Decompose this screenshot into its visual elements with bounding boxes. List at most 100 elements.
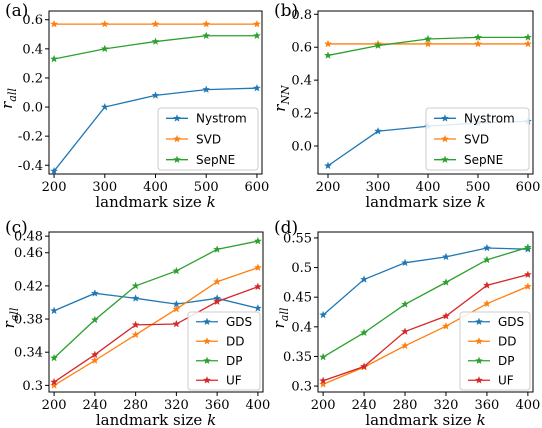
legend-marker — [173, 155, 181, 164]
data-point-uf — [523, 270, 532, 279]
legend-label: GDS — [226, 315, 252, 329]
legend-label: Nystrom — [196, 112, 247, 126]
data-point-dp — [131, 281, 140, 290]
y-tick-label: 0.4 — [291, 320, 312, 335]
y-tick-label: 0.55 — [283, 231, 312, 246]
data-point-nystrom — [202, 85, 211, 93]
data-point-uf — [442, 311, 450, 320]
legend-marker — [441, 155, 449, 164]
data-point-uf — [213, 297, 222, 306]
y-tick-label: 0.0 — [291, 140, 312, 155]
legend-label: SVD — [464, 132, 489, 146]
y-tick-label: 0.0 — [22, 101, 43, 116]
y-tick-label: 0.4 — [22, 42, 43, 57]
legend-label: Nystrom — [464, 112, 515, 126]
y-tick-label: 0.5 — [291, 261, 312, 276]
legend-label: DP — [226, 354, 242, 368]
panel-label: (a) — [5, 1, 28, 21]
legend-box — [459, 311, 531, 391]
x-tick-label: 400 — [245, 398, 270, 413]
chart-panel-3: 200 240 280 320 360 400 0.3 0.34 0.38 0.42 0.460.4… — [0, 218, 270, 428]
data-point-gds — [50, 306, 59, 315]
x-tick-label: 200 — [42, 398, 67, 413]
legend-marker — [203, 376, 211, 384]
legend-marker — [203, 356, 211, 365]
data-point-uf — [401, 327, 409, 335]
legend-marker — [475, 317, 483, 326]
data-point-uf — [319, 376, 328, 385]
legend-label: SVD — [196, 132, 221, 146]
y-axis-label: rall — [270, 307, 291, 328]
x-tick-label: 280 — [393, 398, 418, 413]
data-point-uf — [360, 362, 369, 370]
series-line-dp — [322, 246, 529, 358]
panel-label: (d) — [274, 218, 298, 238]
data-point-dp — [482, 255, 491, 264]
series-line-uf — [322, 274, 529, 382]
legend-marker — [203, 317, 211, 326]
data-point-svd — [474, 39, 482, 48]
x-tick-label: 500 — [194, 180, 219, 195]
data-point-svd — [252, 19, 261, 28]
x-tick-label: 320 — [434, 398, 459, 413]
legend-label: UF — [498, 374, 514, 388]
legend-box — [425, 107, 530, 171]
y-axis-label: rall — [0, 307, 21, 328]
y-tick-label: 0.6 — [22, 13, 43, 28]
y-tick-label: -0.2 — [18, 130, 43, 145]
panel-label: (c) — [5, 218, 28, 238]
x-tick-label: 400 — [515, 398, 540, 413]
x-tick-label: 240 — [82, 398, 107, 413]
y-tick-label: 0.46 — [14, 246, 43, 261]
data-point-gds — [319, 310, 328, 319]
x-axis-label: landmark size k — [96, 411, 216, 428]
data-point-svd — [50, 19, 59, 28]
y-tick-label: 0.6 — [291, 41, 312, 56]
data-point-sepne — [151, 37, 160, 45]
legend-marker — [475, 356, 483, 365]
data-point-dd — [253, 263, 262, 272]
data-point-dd — [401, 341, 409, 350]
legend-marker — [203, 337, 211, 345]
plot-frame — [317, 10, 534, 175]
data-point-dp — [441, 278, 450, 286]
y-tick-label: 0.48 — [14, 230, 43, 245]
legend-label: DD — [498, 335, 516, 349]
x-tick-label: 400 — [143, 180, 168, 195]
y-tick-label: 0.45 — [283, 291, 312, 306]
y-tick-label: 0.38 — [14, 313, 43, 328]
data-point-uf — [131, 320, 140, 329]
x-tick-label: 600 — [245, 180, 270, 195]
y-tick-label: 0.2 — [291, 107, 312, 122]
legend-label: UF — [226, 374, 242, 388]
data-point-sepne — [252, 31, 261, 40]
data-point-gds — [441, 252, 450, 261]
data-point-uf — [172, 319, 181, 328]
data-point-gds — [90, 289, 99, 297]
x-tick-label: 500 — [466, 180, 491, 195]
data-point-svd — [202, 19, 211, 28]
data-point-sepne — [324, 51, 332, 59]
legend-label: GDS — [498, 315, 524, 329]
series-line-dd — [53, 267, 259, 386]
data-point-uf — [253, 282, 262, 291]
data-point-dp — [360, 328, 369, 337]
data-point-dd — [50, 381, 59, 389]
legend: GDS DD DP UF — [187, 311, 261, 391]
data-point-dd — [442, 322, 450, 330]
series-line-dd — [322, 285, 529, 385]
legend-marker — [441, 114, 449, 122]
legend-box — [187, 311, 261, 391]
series-line-gds — [53, 292, 259, 312]
x-tick-label: 280 — [123, 398, 148, 413]
legend-label: DP — [498, 354, 514, 368]
y-tick-label: 0.3 — [22, 379, 43, 394]
legend-label: SepNE — [196, 153, 235, 167]
chart-panel-1: 200 300 400 500 600 -0.4 -0.2 0.0 0.2 0.4 0.6(a) la… — [0, 1, 269, 211]
legend: Nystrom SVD SepNE — [157, 107, 259, 171]
x-tick-label: 400 — [416, 180, 441, 195]
x-axis-label: landmark size k — [365, 193, 485, 211]
x-axis-label: landmark size k — [95, 193, 215, 211]
x-tick-label: 360 — [205, 398, 230, 413]
